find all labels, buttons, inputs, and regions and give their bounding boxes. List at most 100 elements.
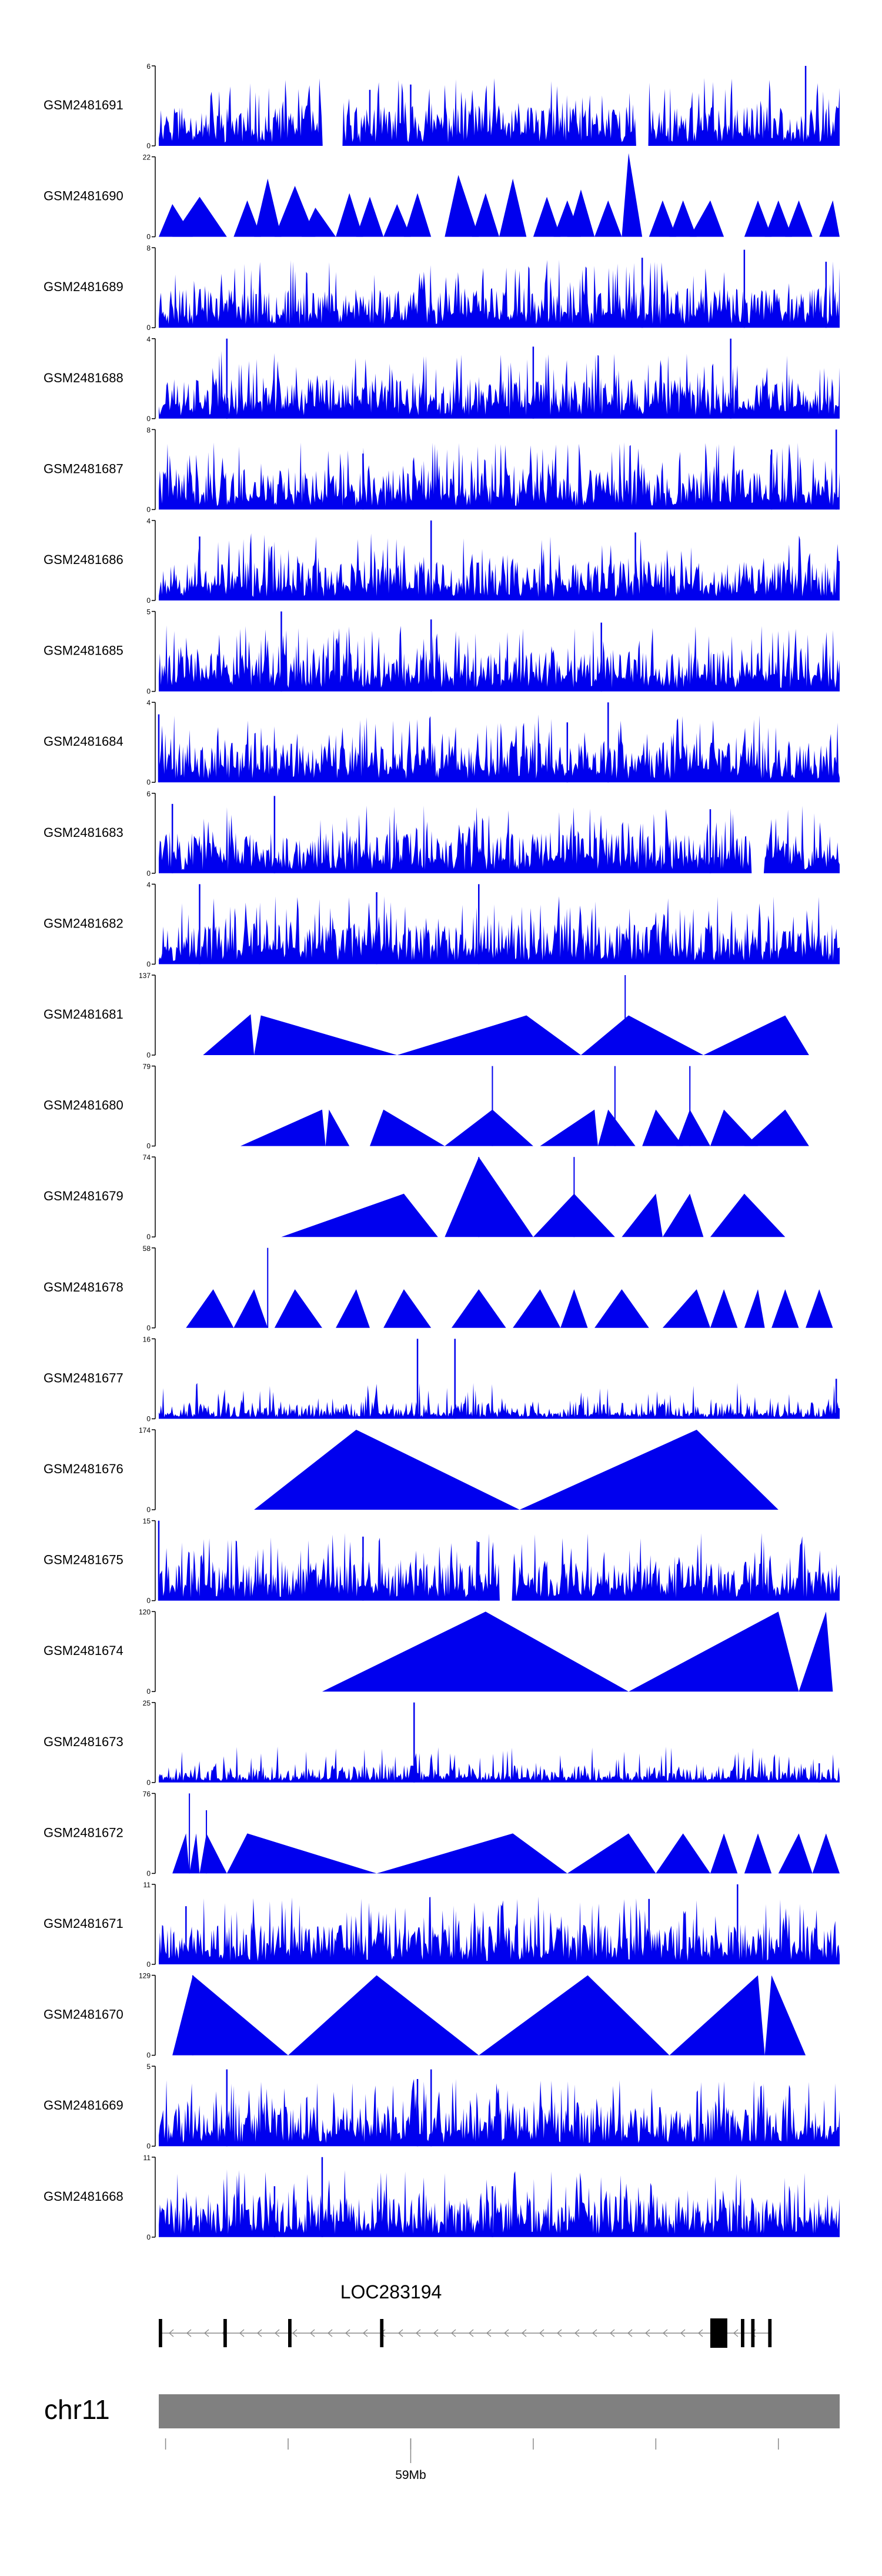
y-tick-label-zero: 0 bbox=[146, 1324, 151, 1332]
coverage-peak bbox=[662, 1193, 704, 1237]
track-label: GSM2481669 bbox=[44, 2098, 123, 2113]
coverage-peak bbox=[383, 1289, 432, 1328]
coverage-profile bbox=[159, 2169, 840, 2237]
coverage-peak bbox=[403, 193, 432, 237]
signal bbox=[158, 1520, 840, 1601]
coverage-peak bbox=[186, 1289, 234, 1328]
gene-exon bbox=[159, 2319, 162, 2347]
coverage-peak bbox=[771, 1289, 799, 1328]
y-tick-label-zero: 0 bbox=[146, 1960, 151, 1968]
track-label: GSM2481677 bbox=[44, 1370, 123, 1385]
coverage-peak bbox=[690, 200, 724, 237]
coverage-peak bbox=[479, 1975, 670, 2056]
strand-arrow bbox=[627, 2329, 633, 2337]
coverage-profile bbox=[159, 1383, 840, 1419]
coverage-peak bbox=[560, 1289, 588, 1328]
coverage-peak bbox=[669, 1975, 765, 2056]
signal bbox=[159, 2157, 840, 2237]
chromosome-track: chr11 59Mb bbox=[44, 2394, 840, 2482]
y-tick-label-zero: 0 bbox=[146, 233, 151, 241]
coverage-peak bbox=[254, 1015, 397, 1055]
track-GSM2481672: GSM2481672 76 0 bbox=[44, 1790, 840, 1877]
track-label: GSM2481676 bbox=[44, 1461, 123, 1476]
coverage-peak bbox=[302, 208, 336, 237]
coverage-peak bbox=[519, 1430, 779, 1510]
coverage-peak bbox=[356, 196, 384, 237]
signal bbox=[159, 611, 840, 692]
coverage-profile bbox=[159, 1533, 840, 1601]
track-label: GSM2481682 bbox=[44, 916, 123, 930]
coverage-peak bbox=[710, 1289, 738, 1328]
y-tick-label-zero: 0 bbox=[146, 1233, 151, 1241]
track-GSM2481687: GSM2481687 8 0 bbox=[44, 426, 840, 513]
y-tick-label-max: 22 bbox=[143, 154, 151, 162]
chromosome-ticks: 59Mb bbox=[165, 2438, 779, 2482]
track-label: GSM2481685 bbox=[44, 643, 123, 658]
coverage-peak bbox=[189, 1833, 200, 1874]
strand-arrow bbox=[328, 2329, 333, 2337]
coverage-peak bbox=[594, 200, 622, 237]
track-label: GSM2481688 bbox=[44, 371, 123, 385]
y-tick-label-zero: 0 bbox=[146, 2233, 151, 2241]
y-tick-label-max: 74 bbox=[143, 1153, 151, 1162]
y-tick-label-zero: 0 bbox=[146, 1142, 151, 1150]
gene-model bbox=[159, 2318, 772, 2348]
signal bbox=[322, 1611, 833, 1692]
strand-arrow bbox=[292, 2329, 298, 2337]
coverage-peak bbox=[513, 1289, 561, 1328]
coverage-peak bbox=[240, 1109, 326, 1146]
track-GSM2481678: GSM2481678 58 0 bbox=[44, 1244, 833, 1332]
coverage-peak bbox=[567, 189, 595, 237]
strand-arrow bbox=[345, 2329, 350, 2337]
track-GSM2481680: GSM2481680 79 0 bbox=[44, 1063, 809, 1150]
y-tick-label-zero: 0 bbox=[146, 869, 151, 877]
signal bbox=[159, 249, 840, 328]
gene-exon bbox=[223, 2319, 227, 2347]
y-tick-label-max: 8 bbox=[146, 426, 151, 434]
strand-arrow bbox=[504, 2329, 509, 2337]
coverage-peak bbox=[325, 1109, 350, 1146]
signal bbox=[159, 1702, 840, 1783]
signal bbox=[172, 1975, 806, 2056]
strand-arrow bbox=[522, 2329, 527, 2337]
coverage-peak bbox=[710, 1193, 786, 1237]
coverage-peak bbox=[806, 1289, 833, 1328]
track-GSM2481691: GSM2481691 6 0 bbox=[44, 62, 840, 150]
strand-arrow bbox=[310, 2329, 315, 2337]
coverage-peak bbox=[778, 1833, 813, 1874]
coverage-peak bbox=[580, 1015, 704, 1055]
coverage-peak bbox=[744, 1289, 765, 1328]
signal bbox=[159, 2069, 840, 2147]
coverage-profile bbox=[159, 1746, 840, 1783]
track-label: GSM2481678 bbox=[44, 1280, 123, 1294]
track-label: GSM2481679 bbox=[44, 1189, 123, 1203]
y-tick-label-max: 137 bbox=[139, 972, 151, 980]
y-tick-label-max: 129 bbox=[139, 1972, 151, 1980]
signal bbox=[159, 796, 840, 873]
y-tick-label-max: 11 bbox=[143, 2154, 151, 2162]
signal bbox=[159, 1339, 840, 1419]
signal bbox=[240, 1066, 809, 1146]
coverage-peak bbox=[744, 1109, 809, 1146]
coverage-profile bbox=[159, 805, 840, 873]
strand-arrow bbox=[363, 2329, 368, 2337]
track-GSM2481669: GSM2481669 5 0 bbox=[44, 2063, 840, 2150]
coverage-peak bbox=[445, 175, 479, 237]
coverage-peak bbox=[397, 1015, 581, 1055]
coverage-peak bbox=[445, 1109, 533, 1146]
y-tick-label-max: 15 bbox=[143, 1517, 151, 1526]
coverage-peak bbox=[199, 1833, 227, 1874]
coverage-peak bbox=[172, 1833, 190, 1874]
y-tick-label-zero: 0 bbox=[146, 142, 151, 150]
coverage-peak bbox=[445, 1157, 533, 1237]
coverage-peak bbox=[233, 1289, 268, 1328]
y-tick-label-zero: 0 bbox=[146, 960, 151, 968]
track-label: GSM2481689 bbox=[44, 279, 123, 294]
y-tick-label-max: 25 bbox=[143, 1699, 151, 1707]
y-tick-label-zero: 0 bbox=[146, 2142, 151, 2150]
strand-arrow bbox=[239, 2329, 245, 2337]
coverage-peak bbox=[369, 1109, 445, 1146]
track-GSM2481686: GSM2481686 4 0 bbox=[44, 517, 840, 605]
gene-exon bbox=[741, 2319, 744, 2347]
coverage-peak bbox=[744, 200, 772, 237]
